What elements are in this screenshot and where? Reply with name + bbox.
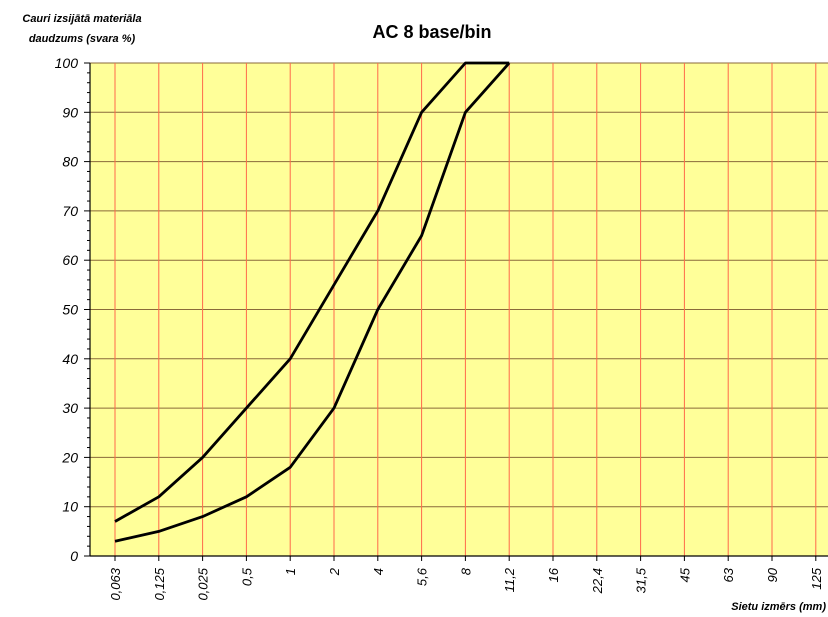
x-tick-label: 2 <box>327 567 342 576</box>
y-tick-label: 0 <box>70 548 78 564</box>
x-tick-label: 16 <box>546 567 561 582</box>
x-tick-label: 11,2 <box>502 567 517 592</box>
x-tick-label: 4 <box>371 568 386 575</box>
y-tick-label: 50 <box>62 302 78 318</box>
y-axis-label-line-1: Cauri izsijātā materiāla <box>22 13 141 25</box>
x-tick-label: 31,5 <box>634 567 649 593</box>
x-tick-label: 45 <box>677 567 692 582</box>
axes <box>84 62 828 561</box>
y-tick-label: 100 <box>55 55 79 71</box>
x-tick-label: 5,6 <box>415 567 430 586</box>
x-tick-label: 0,125 <box>152 567 167 600</box>
y-tick-label: 80 <box>62 154 78 170</box>
x-tick-label: 8 <box>458 567 473 575</box>
y-tick-label: 60 <box>62 252 78 268</box>
y-tick-label: 20 <box>61 449 78 465</box>
x-tick-label: 63 <box>721 567 736 582</box>
y-tick-label: 70 <box>62 203 78 219</box>
chart-title: AC 8 base/bin <box>372 22 491 42</box>
x-axis-label: Sietu izmērs (mm) <box>731 601 826 613</box>
vertical-gridlines <box>114 63 817 556</box>
x-tick-label: 90 <box>765 567 780 582</box>
y-tick-label: 40 <box>62 351 78 367</box>
x-tick-label: 22,4 <box>590 568 605 594</box>
y-tick-labels: 0 10 20 30 40 50 60 70 80 90 100 <box>55 55 79 564</box>
y-axis-label-line-2: daudzums (svara %) <box>29 33 136 45</box>
x-tick-labels: 0,063 0,125 0,025 0,5 1 2 4 5,6 8 11,2 16 22,4 31,5 4… <box>108 567 824 600</box>
series-line-1 <box>114 61 510 523</box>
y-tick-label: 90 <box>62 104 78 120</box>
x-tick-label: 1 <box>283 568 298 575</box>
series-line-2 <box>114 62 511 543</box>
x-tick-label: 0,025 <box>196 567 211 600</box>
x-tick-label: 0,063 <box>108 567 123 600</box>
series-lines <box>114 61 511 543</box>
y-tick-label: 30 <box>62 400 78 416</box>
y-tick-label: 10 <box>62 499 78 515</box>
horizontal-gridlines <box>90 62 828 508</box>
x-tick-label: 0,5 <box>239 567 254 586</box>
x-tick-label: 125 <box>809 567 824 589</box>
